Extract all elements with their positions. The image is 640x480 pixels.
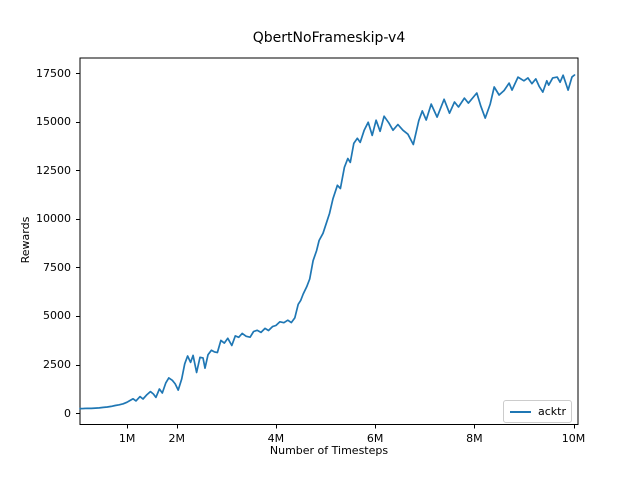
x-tick-label: 2M bbox=[168, 432, 185, 445]
x-tick-label: 6M bbox=[366, 432, 384, 445]
y-tick-label: 7500 bbox=[43, 260, 71, 274]
legend: acktr bbox=[503, 400, 572, 423]
x-tick-label: 8M bbox=[466, 432, 483, 445]
plot-frame bbox=[79, 57, 579, 425]
legend-line-swatch bbox=[510, 410, 531, 413]
y-tick-label: 17500 bbox=[36, 66, 71, 80]
y-tick-label: 10000 bbox=[36, 212, 71, 226]
y-tick-label: 5000 bbox=[43, 309, 71, 323]
legend-label: acktr bbox=[538, 405, 566, 418]
series-line-acktr bbox=[79, 74, 576, 410]
y-tick-label: 2500 bbox=[43, 358, 71, 371]
y-tick-label: 0 bbox=[64, 406, 71, 420]
y-tick-marks bbox=[76, 73, 80, 414]
x-tick-label: 4M bbox=[267, 432, 285, 445]
y-tick-label: 15000 bbox=[36, 115, 71, 129]
x-tick-label: 10M bbox=[561, 432, 586, 445]
x-tick-label: 1M bbox=[118, 432, 136, 445]
y-tick-label: 12500 bbox=[36, 163, 71, 177]
x-axis-label: Number of Timesteps bbox=[269, 444, 389, 457]
chart-title: QbertNoFrameskip-v4 bbox=[252, 30, 406, 46]
x-tick-marks bbox=[127, 424, 575, 429]
